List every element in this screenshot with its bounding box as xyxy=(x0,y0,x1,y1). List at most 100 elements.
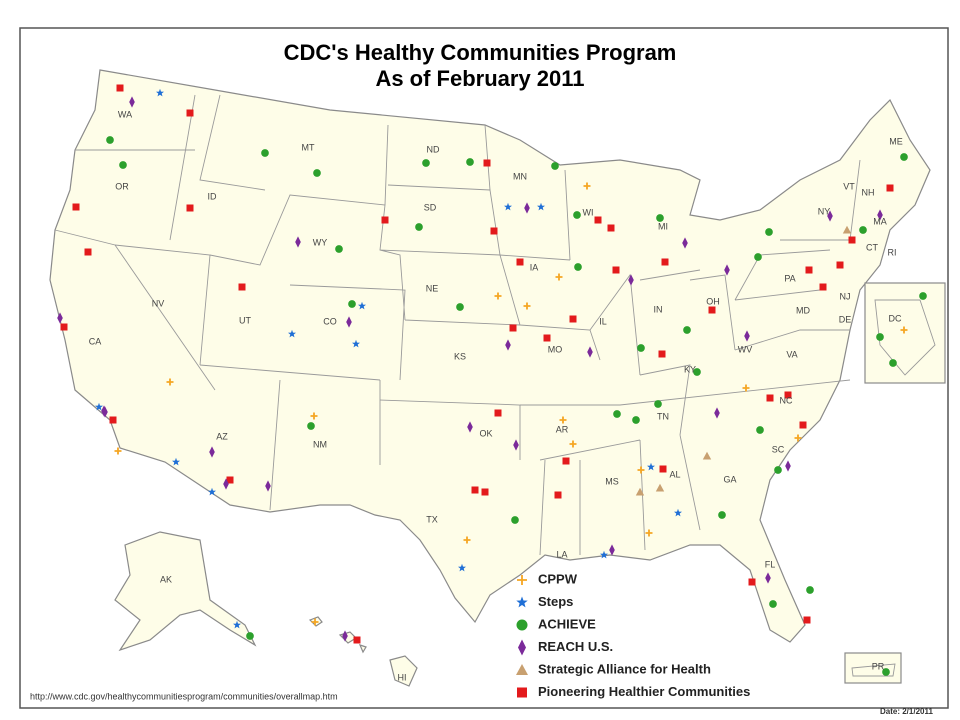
marker xyxy=(246,632,254,640)
marker xyxy=(481,488,489,496)
marker xyxy=(724,264,730,276)
marker xyxy=(156,88,164,97)
marker xyxy=(637,466,645,474)
state-label: GA xyxy=(723,474,736,484)
legend-label: Strategic Alliance for Health xyxy=(538,661,711,676)
marker xyxy=(785,460,791,472)
state-label: MA xyxy=(873,216,887,226)
marker xyxy=(346,316,352,328)
marker xyxy=(119,161,127,169)
marker xyxy=(238,283,246,291)
marker xyxy=(466,158,474,166)
state-label: UT xyxy=(239,315,251,325)
marker xyxy=(511,516,519,524)
us-outline xyxy=(49,69,931,643)
alaska xyxy=(114,531,257,652)
marker xyxy=(467,421,473,433)
marker xyxy=(573,211,581,219)
state-label: VA xyxy=(786,349,797,359)
state-label: IL xyxy=(599,316,607,326)
marker xyxy=(658,350,666,358)
marker xyxy=(463,536,471,544)
state-label: MD xyxy=(796,305,810,315)
marker xyxy=(516,619,528,631)
marker xyxy=(799,421,807,429)
marker xyxy=(186,204,194,212)
marker xyxy=(600,550,608,559)
marker xyxy=(186,109,194,117)
marker xyxy=(656,214,664,222)
marker xyxy=(166,378,174,386)
state-label: NV xyxy=(152,298,165,308)
legend-label: CPPW xyxy=(538,571,578,586)
state-label: DC xyxy=(889,313,902,323)
state-labels: WA OR CA ID NV MT WY UT CO AZ NM ND SD NE KS OK TX MN IA MO… xyxy=(89,109,903,682)
marker xyxy=(765,228,773,236)
marker xyxy=(827,210,833,222)
state-label: MS xyxy=(605,476,619,486)
state-label: KS xyxy=(454,351,466,361)
state-label: OK xyxy=(479,428,492,438)
marker xyxy=(353,636,361,644)
marker xyxy=(483,159,491,167)
marker xyxy=(609,544,615,556)
marker xyxy=(613,410,621,418)
marker xyxy=(551,162,559,170)
marker xyxy=(129,96,135,108)
marker xyxy=(848,236,856,244)
state-label: WA xyxy=(118,109,132,119)
state-label: SD xyxy=(424,202,437,212)
marker xyxy=(805,266,813,274)
state-label: AK xyxy=(160,574,172,584)
marker xyxy=(654,400,662,408)
state-label: IA xyxy=(530,262,539,272)
marker xyxy=(310,412,318,420)
marker xyxy=(661,258,669,266)
state-label: ID xyxy=(208,191,218,201)
marker xyxy=(458,563,466,572)
marker xyxy=(348,300,356,308)
state-label: FL xyxy=(765,559,776,569)
marker xyxy=(114,447,122,455)
state-label: MI xyxy=(658,221,668,231)
marker xyxy=(209,446,215,458)
marker xyxy=(889,359,897,367)
marker xyxy=(95,402,103,411)
marker xyxy=(60,323,68,331)
date: Date: 2/1/2011 xyxy=(880,707,933,716)
marker xyxy=(57,312,63,324)
state-label: TN xyxy=(657,411,669,421)
marker xyxy=(765,572,771,584)
marker xyxy=(516,258,524,266)
marker xyxy=(877,209,883,221)
marker xyxy=(683,326,691,334)
state-label: SC xyxy=(772,444,785,454)
marker xyxy=(513,439,519,451)
legend: CPPW Steps ACHIEVE REACH U.S. Strategic Alli… xyxy=(516,571,750,699)
marker xyxy=(335,245,343,253)
marker xyxy=(415,223,423,231)
marker xyxy=(882,668,890,676)
state-label: VT xyxy=(843,181,855,191)
marker xyxy=(754,253,762,261)
marker xyxy=(587,346,593,358)
marker xyxy=(109,416,117,424)
state-label: NJ xyxy=(840,291,851,301)
marker xyxy=(774,466,782,474)
marker xyxy=(794,434,802,442)
state-label: ND xyxy=(427,144,440,154)
marker xyxy=(456,303,464,311)
state-label: CT xyxy=(866,242,878,252)
marker xyxy=(682,237,688,249)
title-line: As of February 2011 xyxy=(375,66,584,91)
state-label: CO xyxy=(323,316,337,326)
legend-label: REACH U.S. xyxy=(538,639,613,654)
state-label: WY xyxy=(313,237,328,247)
state-label: WV xyxy=(738,344,753,354)
marker xyxy=(509,324,517,332)
state-label: DE xyxy=(839,314,852,324)
marker xyxy=(806,586,814,594)
marker xyxy=(702,451,712,460)
marker xyxy=(116,84,124,92)
